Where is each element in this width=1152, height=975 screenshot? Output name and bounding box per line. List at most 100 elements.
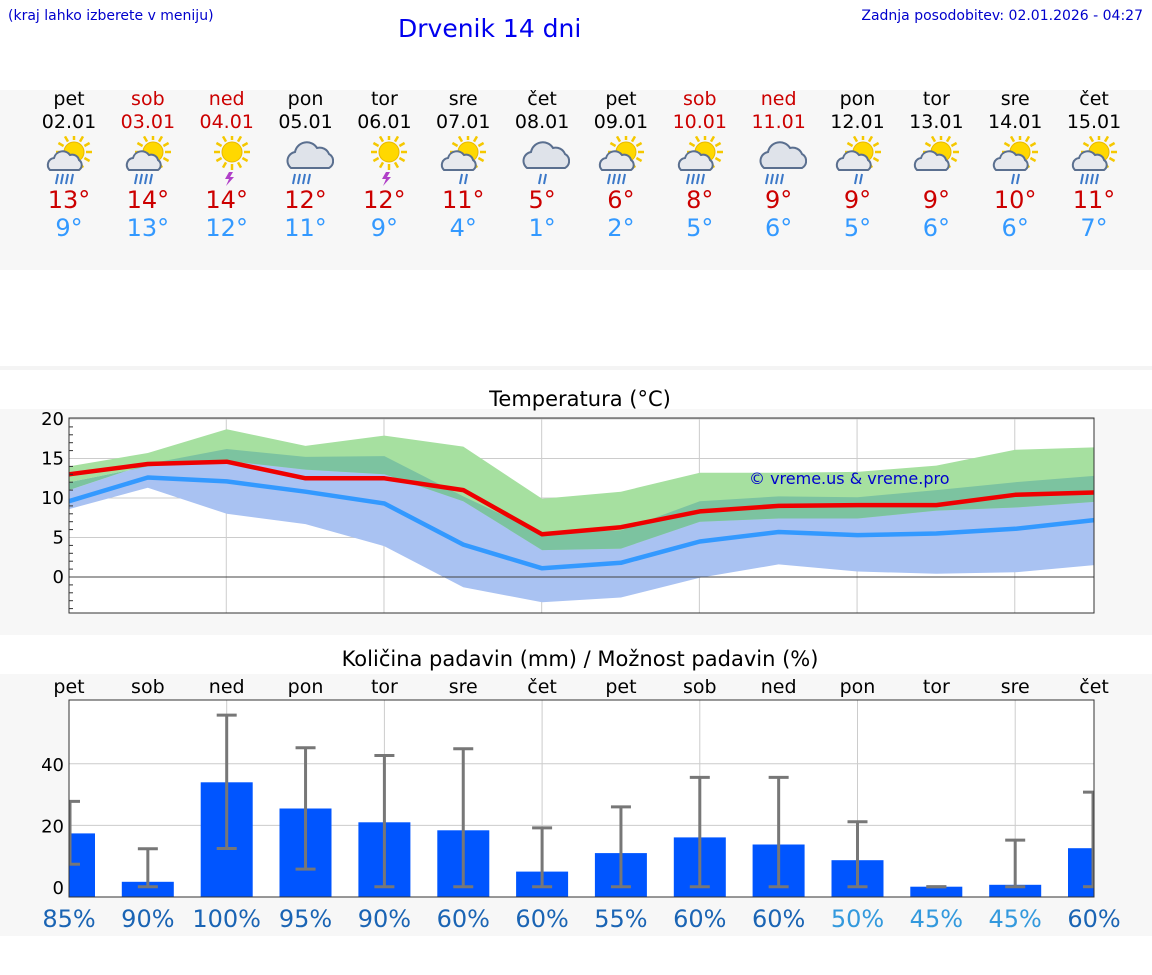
forecast-day-column: sob 03.01 14° 13° — [108, 88, 188, 244]
forecast-day-column: čet 08.01 5° 1° — [502, 88, 582, 244]
precipitation-bar — [121, 881, 174, 897]
forecast-day-column: čet 15.01 11° 7° — [1054, 88, 1134, 244]
forecast-day-column: tor 06.01 12° 9° — [344, 88, 424, 244]
min-temperature: 13° — [126, 214, 170, 242]
temperature-plot-border — [68, 417, 1095, 614]
precipitation-probability: 85% — [42, 905, 95, 933]
day-date: 07.01 — [436, 111, 491, 133]
sun-thunderstorm-icon — [213, 136, 250, 186]
max-temperature: 12° — [284, 186, 327, 214]
forecast-day-column: sre 07.01 11° 4° — [423, 88, 503, 244]
forecast-day-column: ned 04.01 14° 12° — [187, 88, 267, 244]
forecast-panel — [0, 90, 1152, 270]
min-temperature: 9° — [55, 214, 83, 242]
day-date: 10.01 — [672, 111, 727, 133]
max-temperature: 14° — [126, 186, 170, 214]
temperature-tick-label: 10 — [41, 488, 64, 509]
day-date: 06.01 — [357, 111, 412, 133]
max-temperature: 11° — [1072, 186, 1116, 214]
precipitation-probability: 50% — [831, 905, 884, 933]
day-date: 11.01 — [751, 111, 806, 133]
day-name: pon — [287, 88, 324, 110]
max-temperature: 8° — [686, 186, 714, 214]
day-name: ned — [760, 88, 797, 110]
temperature-tick-label: 15 — [41, 449, 64, 470]
precipitation-day-label: tor — [371, 676, 398, 698]
day-name: tor — [922, 88, 950, 110]
day-name: tor — [370, 88, 398, 110]
precipitation-day-label: tor — [923, 676, 950, 698]
precipitation-day-label: čet — [1079, 676, 1109, 698]
sun-cloud-light-rain-icon — [993, 136, 1039, 185]
sun-cloud-light-rain-icon — [835, 136, 881, 185]
max-temperature: 11° — [441, 186, 485, 214]
precipitation-day-label: sre — [1001, 676, 1030, 698]
min-temperature-line — [68, 475, 1095, 571]
sun-cloud-light-rain-icon — [441, 136, 487, 185]
precipitation-day-label: pon — [288, 676, 324, 698]
day-name: sob — [131, 88, 165, 110]
cloud-rain-icon — [759, 141, 807, 185]
min-temperature: 6° — [922, 214, 950, 242]
precipitation-probability: 90% — [121, 905, 174, 933]
min-temperature: 7° — [1080, 214, 1108, 242]
precipitation-day-label: sob — [683, 676, 717, 698]
precipitation-probability: 60% — [1067, 905, 1120, 933]
forecast-day-column: pon 05.01 12° 11° — [266, 88, 346, 244]
day-date: 12.01 — [830, 111, 885, 133]
max-temperature: 6° — [607, 186, 635, 214]
precipitation-bar — [989, 884, 1042, 897]
day-name: pet — [53, 88, 85, 110]
day-name: pon — [839, 88, 876, 110]
cloud-light-rain-icon — [522, 141, 571, 185]
precipitation-probability: 45% — [910, 905, 963, 933]
sun-cloud-rain-icon — [598, 136, 644, 185]
min-temperature: 1° — [528, 214, 556, 242]
max-temperature: 12° — [363, 186, 406, 214]
max-temperature: 5° — [528, 186, 556, 214]
day-date: 03.01 — [120, 111, 176, 133]
day-date: 04.01 — [199, 111, 254, 133]
precipitation-chart-title: Količina padavin (mm) / Možnost padavin … — [341, 647, 819, 671]
precipitation-probability: 100% — [192, 905, 261, 933]
precipitation-probability: 95% — [279, 905, 332, 933]
temperature-tick-label: 0 — [53, 567, 64, 588]
day-name: sre — [448, 88, 478, 110]
precipitation-day-label: sre — [449, 676, 478, 698]
max-temperature: 10° — [993, 186, 1037, 214]
forecast-day-column: ned 11.01 9° 6° — [739, 88, 819, 244]
divider-strip — [0, 366, 1152, 370]
temperature-tick-label: 20 — [41, 409, 64, 430]
min-temperature: 2° — [607, 214, 635, 242]
precipitation-tick-label: 40 — [41, 755, 64, 776]
min-temperature: 12° — [205, 214, 248, 242]
temperature-chart-title: Temperatura (°C) — [489, 387, 671, 411]
max-temperature: 9° — [765, 186, 793, 214]
location-menu-hint[interactable]: (kraj lahko izberete v meniju) — [8, 8, 214, 24]
forecast-day-column: pon 12.01 9° 5° — [818, 88, 898, 244]
min-temperature-range-band — [69, 449, 1094, 603]
max-temperature: 13° — [47, 186, 91, 214]
max-temperature: 9° — [922, 186, 950, 214]
precipitation-day-label: ned — [209, 676, 245, 698]
precipitation-day-label: sob — [131, 676, 165, 698]
day-name: ned — [208, 88, 245, 110]
sun-cloud-icon — [914, 136, 960, 171]
watermark-text: © vreme.us & vreme.pro — [749, 469, 950, 488]
max-temperature: 14° — [205, 186, 248, 214]
min-temperature: 6° — [765, 214, 793, 242]
precipitation-tick-label: 20 — [41, 816, 64, 837]
precipitation-probability: 90% — [358, 905, 411, 933]
precipitation-plot-border — [68, 699, 1095, 898]
day-name: sob — [683, 88, 717, 110]
min-temperature: 5° — [686, 214, 714, 242]
forecast-day-column: sob 10.01 8° 5° — [660, 88, 740, 244]
overlap-range-band — [69, 449, 1094, 551]
day-date: 14.01 — [987, 111, 1043, 133]
sun-cloud-rain-icon — [1071, 136, 1118, 185]
sun-cloud-rain-icon — [677, 136, 723, 185]
precipitation-day-label: ned — [761, 676, 797, 698]
precipitation-bar — [910, 886, 963, 897]
